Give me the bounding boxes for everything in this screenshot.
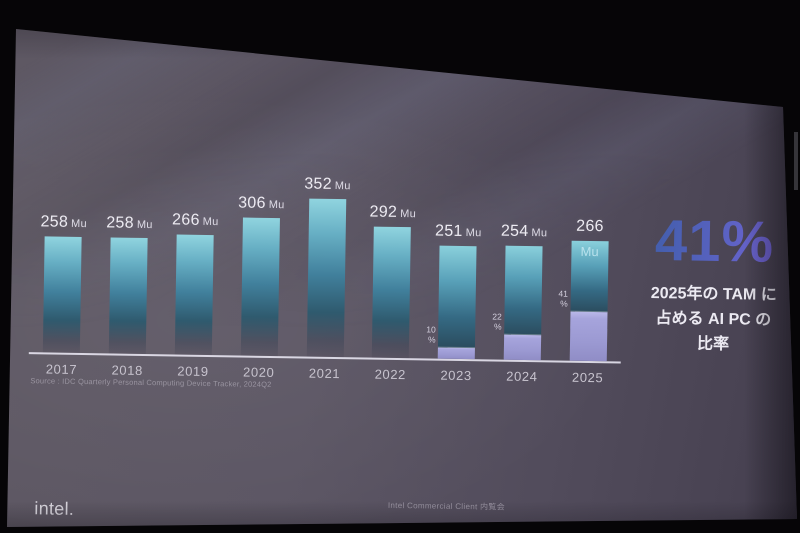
x-axis-tick-label: 2018 [111, 362, 143, 378]
headline-caption-line-3: 比率 [696, 335, 730, 353]
x-axis-tick-label: 2021 [308, 365, 341, 382]
room-background-detail [794, 132, 798, 190]
bar-value-label: 258 Mu [40, 213, 87, 232]
x-axis-tick-label: 2019 [177, 363, 209, 380]
bar-segment-stack [108, 237, 148, 355]
bar-column: 292 Mu [358, 203, 426, 359]
bar-value-unit: Mu [531, 227, 548, 240]
bar-value-number: 352 [304, 175, 333, 193]
headline-caption-line-2: 占める AI PC の [655, 309, 772, 329]
ai-pc-bar-segment [437, 347, 476, 360]
tam-bar-segment [438, 245, 477, 349]
bar-value-unit: Mu [268, 198, 285, 212]
bar-column: 258 Mu [29, 213, 97, 353]
bar-value-label: 258 Mu [106, 214, 153, 233]
bar-column: 266 Mu [160, 211, 228, 356]
ai-percent-sign: % [428, 334, 436, 345]
bar-segment-stack [43, 236, 83, 353]
x-axis-tick-label: 2017 [45, 361, 78, 377]
bar-value-number: 266 [171, 211, 200, 229]
bar-value-label: 266 [576, 218, 604, 236]
bar-value-unit: Mu [136, 218, 153, 232]
bar-value-number: 258 [40, 213, 69, 231]
x-axis-tick-label: 2020 [242, 364, 275, 381]
bar-value-label: 266 Mu [172, 211, 219, 230]
bar-column: 258 Mu [95, 214, 163, 355]
ai-pc-bar-segment [503, 334, 542, 361]
bar-segment-stack [174, 234, 214, 356]
ai-percent-label: 41% [558, 288, 568, 309]
bar-segment-stack [503, 245, 543, 361]
bar-value-number: 258 [106, 214, 135, 232]
bar-segment-stack [437, 245, 477, 360]
bar-value-number: 266 [576, 217, 604, 236]
bar-value-number: 254 [500, 222, 529, 241]
x-axis-tick-label: 2025 [571, 369, 604, 386]
ai-percent-sign: % [493, 321, 502, 332]
bar-value-label: 292 Mu [369, 204, 416, 223]
bar-unit-label: Mu [580, 243, 599, 260]
tam-bar-segment [306, 198, 346, 358]
tam-bar-segment [240, 217, 280, 357]
headline-caption-line-1: 2025年の TAM に [650, 284, 777, 304]
ai-percent-label: 22% [492, 311, 502, 332]
bar-value-unit: Mu [202, 215, 219, 229]
bar-value-number: 251 [434, 222, 463, 240]
bar-value-number: 306 [238, 194, 266, 212]
x-axis-tick-label: 2023 [440, 367, 472, 384]
ai-percent-label: 10% [426, 324, 436, 345]
slide-content: 258 Mu 258 Mu 266 Mu 306 Mu 352 Mu 292 Mu 251 Mu 10% 25… [8, 29, 792, 527]
x-axis-tick-label: 2024 [506, 368, 538, 385]
x-axis-tick-label: 2022 [374, 366, 407, 383]
pc-tam-bar-chart: 258 Mu 258 Mu 266 Mu 306 Mu 352 Mu 292 Mu 251 Mu 10% 25… [28, 152, 624, 386]
bar-value-unit: Mu [465, 227, 482, 240]
bar-column: 266 Mu 41% [555, 217, 623, 362]
ai-pc-bar-segment [569, 311, 608, 362]
bar-value-label: 306 Mu [238, 194, 285, 213]
bar-column: 306 Mu [226, 194, 294, 357]
tam-bar-segment [108, 237, 148, 355]
footer-event-label: Intel Commercial Client 内覧会 [387, 500, 506, 512]
bar-value-number: 292 [369, 203, 398, 221]
headline-stat: 41% [624, 208, 797, 275]
tam-bar-segment [174, 234, 214, 356]
headline-panel: 41% 2025年の TAM に 占める AI PC の 比率 [623, 208, 797, 359]
ai-percent-number: 10 [426, 324, 436, 335]
bar-segment-stack [372, 226, 412, 359]
bar-value-label: 251 Mu [435, 223, 482, 242]
ai-percent-sign: % [560, 298, 568, 310]
bar-column: 352 Mu [292, 175, 361, 358]
bar-value-unit: Mu [400, 207, 417, 221]
bar-column: 254 Mu 22% [489, 222, 557, 361]
intel-logo: intel. [34, 498, 75, 519]
tam-bar-segment [372, 226, 412, 359]
ai-percent-number: 22 [492, 311, 502, 322]
bar-value-unit: Mu [334, 179, 351, 193]
bar-value-label: 254 Mu [501, 223, 548, 242]
tam-bar-segment [43, 236, 83, 353]
headline-caption: 2025年の TAM に 占める AI PC の 比率 [623, 282, 797, 359]
bar-column: 251 Mu 10% [423, 222, 491, 360]
bar-segment-stack: Mu [569, 240, 609, 362]
tam-bar-segment [504, 245, 543, 336]
bar-value-unit: Mu [70, 217, 88, 231]
bar-chart-plot: 258 Mu 258 Mu 266 Mu 306 Mu 352 Mu 292 Mu 251 Mu 10% 25… [28, 152, 624, 364]
bar-segment-stack [306, 198, 346, 358]
bar-segment-stack [240, 217, 280, 357]
bar-value-label: 352 Mu [304, 175, 351, 194]
ai-percent-number: 41 [558, 288, 569, 299]
